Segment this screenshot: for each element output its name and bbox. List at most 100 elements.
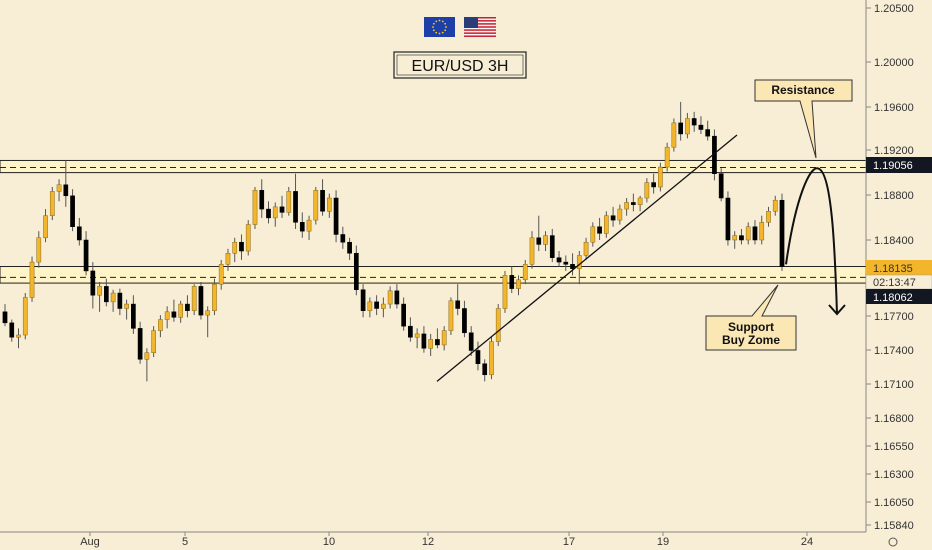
x-tick-label: 24 bbox=[801, 536, 813, 548]
candle bbox=[421, 326, 427, 353]
candle bbox=[374, 295, 379, 316]
candle bbox=[664, 142, 670, 172]
candle bbox=[435, 328, 440, 349]
candle bbox=[685, 112, 690, 139]
uptrend-line bbox=[436, 134, 738, 382]
candle bbox=[83, 231, 89, 276]
candle bbox=[631, 193, 636, 212]
candle bbox=[16, 328, 21, 349]
candle bbox=[367, 297, 373, 318]
candle bbox=[97, 281, 102, 312]
candle bbox=[590, 222, 596, 247]
candle bbox=[70, 189, 75, 232]
candle bbox=[651, 173, 656, 194]
x-tick-label: 12 bbox=[422, 536, 434, 548]
candle bbox=[739, 228, 744, 245]
candle bbox=[313, 186, 319, 225]
y-tick-label: 1.20000 bbox=[874, 57, 914, 69]
candle bbox=[212, 278, 217, 316]
candle bbox=[725, 191, 731, 246]
y-tick-label: 1.16300 bbox=[874, 469, 914, 481]
candle bbox=[306, 215, 312, 240]
candle bbox=[543, 231, 548, 252]
candle bbox=[401, 297, 406, 331]
candle bbox=[353, 245, 359, 296]
candle bbox=[110, 289, 116, 312]
candle bbox=[104, 278, 109, 307]
candle bbox=[124, 299, 129, 320]
eu-flag-icon bbox=[424, 17, 455, 37]
candle bbox=[131, 295, 136, 334]
candle bbox=[691, 111, 697, 132]
candle bbox=[489, 337, 494, 380]
candle bbox=[239, 234, 244, 260]
candle bbox=[56, 179, 62, 202]
candle bbox=[529, 231, 535, 269]
resistance-label: Resistance bbox=[771, 83, 835, 97]
candle bbox=[205, 306, 211, 338]
candle bbox=[198, 281, 204, 320]
x-tick-label: 10 bbox=[323, 536, 335, 548]
candle bbox=[617, 204, 623, 225]
candle bbox=[36, 231, 42, 268]
x-tick-label: 17 bbox=[563, 536, 575, 548]
candle bbox=[549, 228, 555, 263]
candle bbox=[90, 262, 96, 309]
resistance-price-text: 1.19056 bbox=[873, 160, 913, 172]
support-price-tag: 1.18062 bbox=[866, 289, 932, 304]
x-tick-label: 5 bbox=[182, 536, 188, 548]
y-tick-label: 1.19200 bbox=[874, 145, 914, 157]
candle bbox=[266, 201, 271, 224]
support-zone bbox=[0, 266, 867, 284]
candle bbox=[286, 186, 292, 216]
candle bbox=[381, 297, 386, 318]
candle bbox=[158, 315, 163, 338]
candle bbox=[360, 284, 366, 318]
candle bbox=[752, 220, 758, 245]
price-zones bbox=[0, 159, 867, 284]
candle bbox=[516, 275, 521, 296]
candle bbox=[462, 300, 467, 338]
candle bbox=[671, 118, 677, 152]
us-flag-icon bbox=[464, 17, 496, 37]
countdown-text: 02:13:47 bbox=[873, 277, 916, 289]
candle bbox=[164, 306, 170, 329]
resistance-callout: Resistance bbox=[754, 79, 853, 159]
candle bbox=[428, 333, 434, 356]
y-tick-label: 1.19600 bbox=[874, 102, 914, 114]
candle bbox=[144, 348, 150, 382]
candle bbox=[49, 186, 55, 221]
candle bbox=[299, 212, 305, 238]
candle bbox=[272, 202, 278, 227]
y-tick-label: 1.20500 bbox=[874, 3, 914, 15]
candle bbox=[9, 319, 15, 342]
x-axis[interactable]: Aug 5 10 12 17 19 24 bbox=[80, 532, 813, 548]
candle bbox=[279, 195, 285, 218]
x-tick-label: 19 bbox=[657, 536, 669, 548]
y-tick-label: 1.17100 bbox=[874, 379, 914, 391]
candle bbox=[475, 341, 481, 371]
candle bbox=[191, 284, 197, 316]
y-axis[interactable]: 1.20500 1.20000 1.19600 1.19200 1.18800 1.184… bbox=[866, 3, 914, 532]
candle bbox=[225, 248, 231, 271]
candle bbox=[779, 193, 785, 271]
y-tick-label: 1.17400 bbox=[874, 345, 914, 357]
axis-settings-icon[interactable] bbox=[888, 537, 898, 547]
candle bbox=[29, 256, 35, 302]
candle bbox=[117, 288, 123, 316]
candle bbox=[610, 206, 616, 227]
support-callout: Support Buy Zome bbox=[705, 284, 797, 351]
candle bbox=[482, 359, 488, 382]
candle bbox=[2, 304, 8, 327]
candle bbox=[63, 160, 69, 207]
candle bbox=[705, 120, 711, 141]
candle bbox=[597, 217, 602, 240]
support-label-line1: Support bbox=[728, 320, 774, 334]
candle bbox=[556, 251, 562, 267]
candle bbox=[387, 286, 393, 309]
support-price-text: 1.18062 bbox=[873, 292, 913, 304]
candle bbox=[536, 215, 542, 252]
chart-title: EUR/USD 3H bbox=[412, 58, 509, 75]
y-tick-label: 1.18400 bbox=[874, 235, 914, 247]
